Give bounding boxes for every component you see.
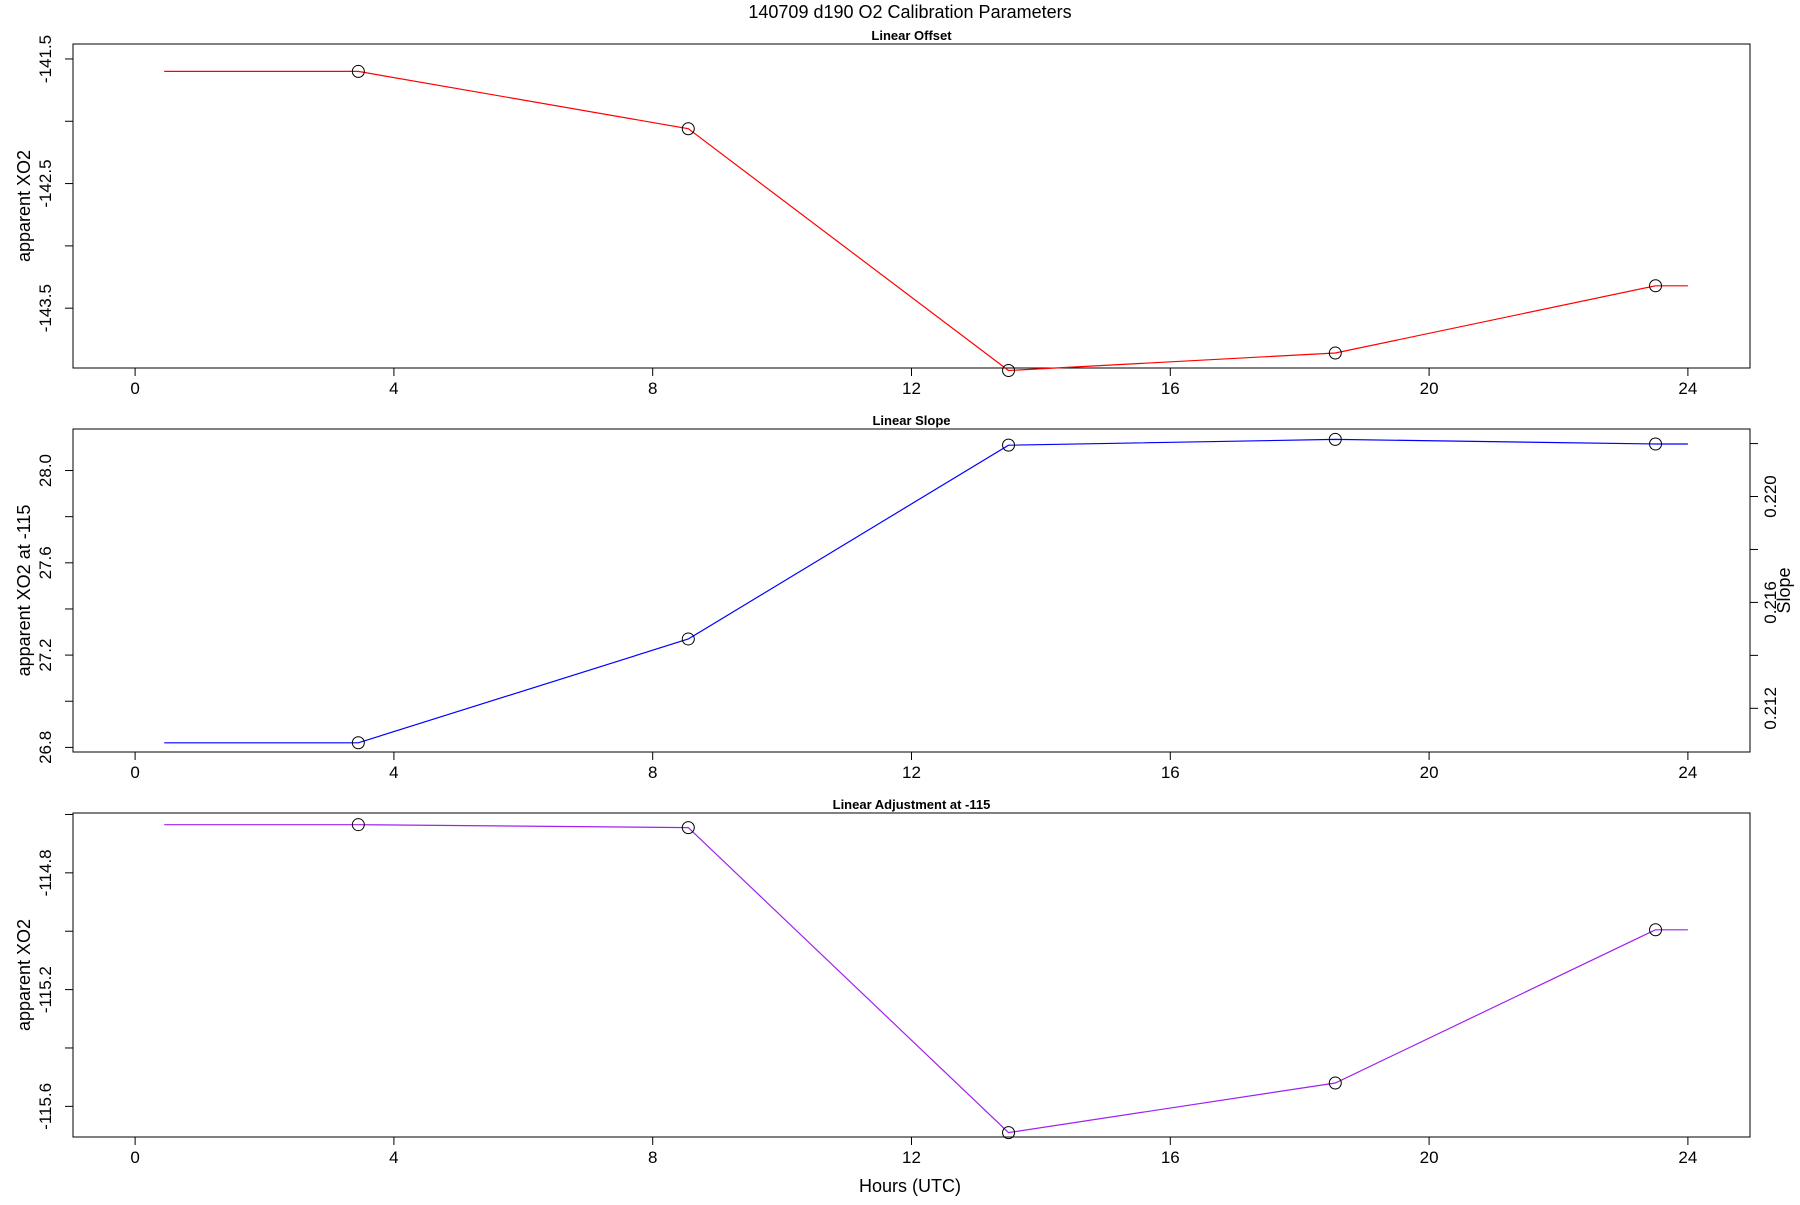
x-tick-label: 20	[1420, 379, 1439, 398]
plot-frame	[72, 812, 1751, 1138]
x-tick-label: 8	[648, 763, 657, 782]
panel-title: Linear Offset	[871, 28, 952, 43]
y-tick-label: -115.2	[36, 966, 55, 1013]
y-tick-label: 28.0	[36, 454, 55, 487]
x-tick-label: 4	[389, 379, 398, 398]
y2-tick-label: 0.216	[1761, 581, 1780, 624]
data-point	[1649, 279, 1663, 293]
x-tick-label: 4	[389, 1148, 398, 1167]
x-tick-label: 0	[130, 763, 139, 782]
data-point	[351, 818, 365, 832]
x-tick-label: 0	[130, 379, 139, 398]
x-tick-label: 20	[1420, 1148, 1439, 1167]
data-point	[681, 122, 695, 136]
y-axis-label: apparent XO2	[14, 919, 34, 1031]
y-tick-label: -114.8	[36, 849, 55, 896]
y2-tick-label: 0.212	[1761, 687, 1780, 730]
data-point	[1328, 1076, 1342, 1090]
panel-title: Linear Slope	[872, 413, 950, 428]
y-tick-label: -115.6	[36, 1083, 55, 1130]
x-tick-label: 12	[902, 379, 921, 398]
series-line	[164, 438, 1688, 744]
data-point	[1002, 438, 1016, 452]
data-point	[1328, 432, 1342, 446]
series-line	[164, 70, 1688, 372]
y-tick-label: 26.8	[36, 731, 55, 764]
panel-title: Linear Adjustment at -115	[833, 797, 991, 812]
figure-x-axis-label: Hours (UTC)	[859, 1176, 961, 1196]
x-tick-label: 16	[1161, 1148, 1180, 1167]
series-line	[164, 824, 1688, 1134]
x-tick-label: 24	[1678, 763, 1697, 782]
figure-title: 140709 d190 O2 Calibration Parameters	[748, 2, 1071, 22]
chart-panel: Linear Adjustment at -115 0 4 8 12 16 20 24 -114…	[14, 797, 1751, 1167]
data-point	[1649, 437, 1663, 451]
y-tick-label: 27.2	[36, 639, 55, 672]
y-axis-label: apparent XO2 at -115	[14, 505, 34, 677]
chart-panel: Linear Offset 0 4 8 12 16 20 24 -141.5 -142.5 -143…	[14, 28, 1751, 398]
y2-tick-label: 0.220	[1761, 475, 1780, 518]
x-tick-label: 16	[1161, 763, 1180, 782]
y-axis-label: apparent XO2	[14, 150, 34, 262]
data-point	[1649, 923, 1663, 937]
x-tick-label: 0	[130, 1148, 139, 1167]
data-point	[681, 821, 695, 835]
x-tick-label: 24	[1678, 379, 1697, 398]
chart-panel: Linear Slope 0 4 8 12 16 20 24 26.8 27.2 27.6 28.0a…	[14, 413, 1794, 782]
x-tick-label: 16	[1161, 379, 1180, 398]
x-tick-label: 4	[389, 763, 398, 782]
data-point	[1328, 346, 1342, 360]
data-point	[351, 736, 365, 750]
plot-frame	[72, 428, 1751, 753]
x-tick-label: 12	[902, 1148, 921, 1167]
data-point	[351, 64, 365, 78]
data-point	[681, 632, 695, 646]
x-tick-label: 8	[648, 1148, 657, 1167]
y-tick-label: -143.5	[36, 284, 55, 332]
x-tick-label: 24	[1678, 1148, 1697, 1167]
data-point	[1002, 363, 1016, 377]
y-tick-label: 27.6	[36, 546, 55, 579]
plot-frame	[72, 43, 1751, 369]
x-tick-label: 8	[648, 379, 657, 398]
chart-panels: Linear Offset 0 4 8 12 16 20 24 -141.5 -142.5 -143…	[14, 28, 1794, 1167]
x-tick-label: 20	[1420, 763, 1439, 782]
y2-axis-label: Slope	[1774, 567, 1794, 613]
y-tick-label: -142.5	[36, 159, 55, 207]
y-tick-label: -141.5	[36, 35, 55, 83]
x-tick-label: 12	[902, 763, 921, 782]
data-point	[1002, 1126, 1016, 1140]
